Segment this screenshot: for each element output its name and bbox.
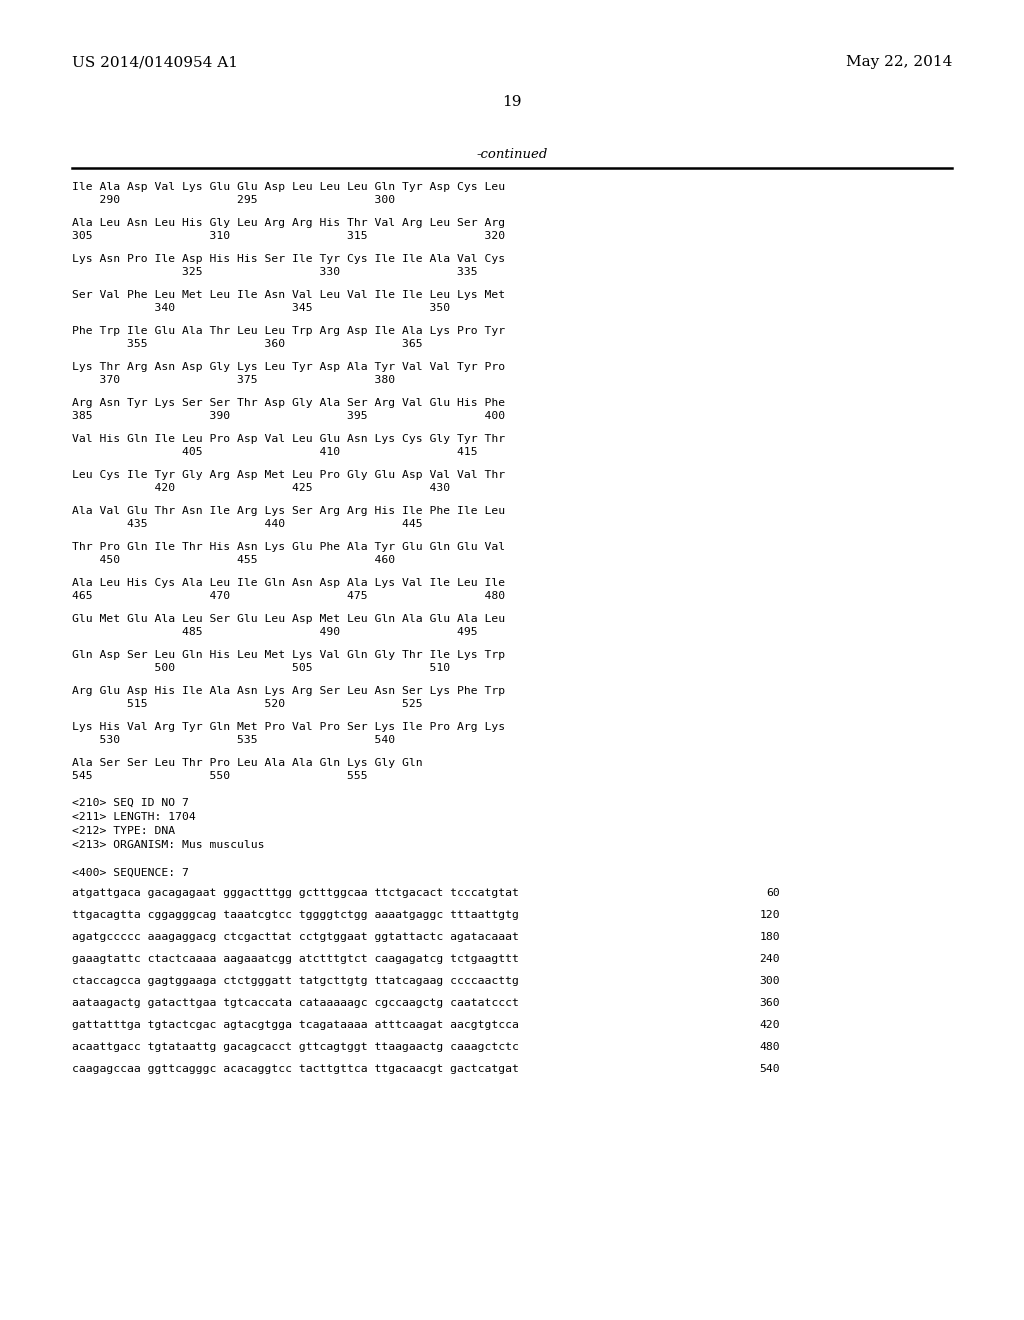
Text: 370                 375                 380: 370 375 380 bbox=[72, 375, 395, 385]
Text: Lys Asn Pro Ile Asp His His Ser Ile Tyr Cys Ile Ile Ala Val Cys: Lys Asn Pro Ile Asp His His Ser Ile Tyr … bbox=[72, 253, 505, 264]
Text: atgattgaca gacagagaat gggactttgg gctttggcaa ttctgacact tcccatgtat: atgattgaca gacagagaat gggactttgg gctttgg… bbox=[72, 888, 519, 898]
Text: 290                 295                 300: 290 295 300 bbox=[72, 195, 395, 205]
Text: Lys Thr Arg Asn Asp Gly Lys Leu Tyr Asp Ala Tyr Val Val Tyr Pro: Lys Thr Arg Asn Asp Gly Lys Leu Tyr Asp … bbox=[72, 362, 505, 372]
Text: 355                 360                 365: 355 360 365 bbox=[72, 339, 423, 348]
Text: Glu Met Glu Ala Leu Ser Glu Leu Asp Met Leu Gln Ala Glu Ala Leu: Glu Met Glu Ala Leu Ser Glu Leu Asp Met … bbox=[72, 614, 505, 624]
Text: ctaccagcca gagtggaaga ctctgggatt tatgcttgtg ttatcagaag ccccaacttg: ctaccagcca gagtggaaga ctctgggatt tatgctt… bbox=[72, 975, 519, 986]
Text: agatgccccc aaagaggacg ctcgacttat cctgtggaat ggtattactc agatacaaat: agatgccccc aaagaggacg ctcgacttat cctgtgg… bbox=[72, 932, 519, 942]
Text: <212> TYPE: DNA: <212> TYPE: DNA bbox=[72, 826, 175, 836]
Text: 465                 470                 475                 480: 465 470 475 480 bbox=[72, 591, 505, 601]
Text: 325                 330                 335: 325 330 335 bbox=[72, 267, 477, 277]
Text: 240: 240 bbox=[760, 954, 780, 964]
Text: 60: 60 bbox=[766, 888, 780, 898]
Text: Lys His Val Arg Tyr Gln Met Pro Val Pro Ser Lys Ile Pro Arg Lys: Lys His Val Arg Tyr Gln Met Pro Val Pro … bbox=[72, 722, 505, 733]
Text: Ser Val Phe Leu Met Leu Ile Asn Val Leu Val Ile Ile Leu Lys Met: Ser Val Phe Leu Met Leu Ile Asn Val Leu … bbox=[72, 290, 505, 300]
Text: 340                 345                 350: 340 345 350 bbox=[72, 304, 451, 313]
Text: aataagactg gatacttgaa tgtcaccata cataaaaagc cgccaagctg caatatccct: aataagactg gatacttgaa tgtcaccata cataaaa… bbox=[72, 998, 519, 1008]
Text: Arg Glu Asp His Ile Ala Asn Lys Arg Ser Leu Asn Ser Lys Phe Trp: Arg Glu Asp His Ile Ala Asn Lys Arg Ser … bbox=[72, 686, 505, 696]
Text: 120: 120 bbox=[760, 909, 780, 920]
Text: 19: 19 bbox=[502, 95, 522, 110]
Text: Phe Trp Ile Glu Ala Thr Leu Leu Trp Arg Asp Ile Ala Lys Pro Tyr: Phe Trp Ile Glu Ala Thr Leu Leu Trp Arg … bbox=[72, 326, 505, 337]
Text: Ala Ser Ser Leu Thr Pro Leu Ala Ala Gln Lys Gly Gln: Ala Ser Ser Leu Thr Pro Leu Ala Ala Gln … bbox=[72, 758, 423, 768]
Text: Val His Gln Ile Leu Pro Asp Val Leu Glu Asn Lys Cys Gly Tyr Thr: Val His Gln Ile Leu Pro Asp Val Leu Glu … bbox=[72, 434, 505, 444]
Text: -continued: -continued bbox=[476, 148, 548, 161]
Text: ttgacagtta cggagggcag taaatcgtcc tggggtctgg aaaatgaggc tttaattgtg: ttgacagtta cggagggcag taaatcgtcc tggggtc… bbox=[72, 909, 519, 920]
Text: <210> SEQ ID NO 7: <210> SEQ ID NO 7 bbox=[72, 799, 188, 808]
Text: 545                 550                 555: 545 550 555 bbox=[72, 771, 368, 781]
Text: 540: 540 bbox=[760, 1064, 780, 1074]
Text: Ala Leu Asn Leu His Gly Leu Arg Arg His Thr Val Arg Leu Ser Arg: Ala Leu Asn Leu His Gly Leu Arg Arg His … bbox=[72, 218, 505, 228]
Text: 385                 390                 395                 400: 385 390 395 400 bbox=[72, 411, 505, 421]
Text: Gln Asp Ser Leu Gln His Leu Met Lys Val Gln Gly Thr Ile Lys Trp: Gln Asp Ser Leu Gln His Leu Met Lys Val … bbox=[72, 649, 505, 660]
Text: <211> LENGTH: 1704: <211> LENGTH: 1704 bbox=[72, 812, 196, 822]
Text: 305                 310                 315                 320: 305 310 315 320 bbox=[72, 231, 505, 242]
Text: 515                 520                 525: 515 520 525 bbox=[72, 700, 423, 709]
Text: 420: 420 bbox=[760, 1020, 780, 1030]
Text: 300: 300 bbox=[760, 975, 780, 986]
Text: 360: 360 bbox=[760, 998, 780, 1008]
Text: Leu Cys Ile Tyr Gly Arg Asp Met Leu Pro Gly Glu Asp Val Val Thr: Leu Cys Ile Tyr Gly Arg Asp Met Leu Pro … bbox=[72, 470, 505, 480]
Text: <213> ORGANISM: Mus musculus: <213> ORGANISM: Mus musculus bbox=[72, 840, 264, 850]
Text: 405                 410                 415: 405 410 415 bbox=[72, 447, 477, 457]
Text: May 22, 2014: May 22, 2014 bbox=[846, 55, 952, 69]
Text: gaaagtattc ctactcaaaa aagaaatcgg atctttgtct caagagatcg tctgaagttt: gaaagtattc ctactcaaaa aagaaatcgg atctttg… bbox=[72, 954, 519, 964]
Text: caagagccaa ggttcagggc acacaggtcc tacttgttca ttgacaacgt gactcatgat: caagagccaa ggttcagggc acacaggtcc tacttgt… bbox=[72, 1064, 519, 1074]
Text: Thr Pro Gln Ile Thr His Asn Lys Glu Phe Ala Tyr Glu Gln Glu Val: Thr Pro Gln Ile Thr His Asn Lys Glu Phe … bbox=[72, 543, 505, 552]
Text: Ala Leu His Cys Ala Leu Ile Gln Asn Asp Ala Lys Val Ile Leu Ile: Ala Leu His Cys Ala Leu Ile Gln Asn Asp … bbox=[72, 578, 505, 587]
Text: acaattgacc tgtataattg gacagcacct gttcagtggt ttaagaactg caaagctctc: acaattgacc tgtataattg gacagcacct gttcagt… bbox=[72, 1041, 519, 1052]
Text: Arg Asn Tyr Lys Ser Ser Thr Asp Gly Ala Ser Arg Val Glu His Phe: Arg Asn Tyr Lys Ser Ser Thr Asp Gly Ala … bbox=[72, 399, 505, 408]
Text: 435                 440                 445: 435 440 445 bbox=[72, 519, 423, 529]
Text: 450                 455                 460: 450 455 460 bbox=[72, 554, 395, 565]
Text: <400> SEQUENCE: 7: <400> SEQUENCE: 7 bbox=[72, 869, 188, 878]
Text: US 2014/0140954 A1: US 2014/0140954 A1 bbox=[72, 55, 238, 69]
Text: 420                 425                 430: 420 425 430 bbox=[72, 483, 451, 492]
Text: 485                 490                 495: 485 490 495 bbox=[72, 627, 477, 638]
Text: gattatttga tgtactcgac agtacgtgga tcagataaaa atttcaagat aacgtgtcca: gattatttga tgtactcgac agtacgtgga tcagata… bbox=[72, 1020, 519, 1030]
Text: 480: 480 bbox=[760, 1041, 780, 1052]
Text: 500                 505                 510: 500 505 510 bbox=[72, 663, 451, 673]
Text: 180: 180 bbox=[760, 932, 780, 942]
Text: Ala Val Glu Thr Asn Ile Arg Lys Ser Arg Arg His Ile Phe Ile Leu: Ala Val Glu Thr Asn Ile Arg Lys Ser Arg … bbox=[72, 506, 505, 516]
Text: 530                 535                 540: 530 535 540 bbox=[72, 735, 395, 744]
Text: Ile Ala Asp Val Lys Glu Glu Asp Leu Leu Leu Gln Tyr Asp Cys Leu: Ile Ala Asp Val Lys Glu Glu Asp Leu Leu … bbox=[72, 182, 505, 191]
